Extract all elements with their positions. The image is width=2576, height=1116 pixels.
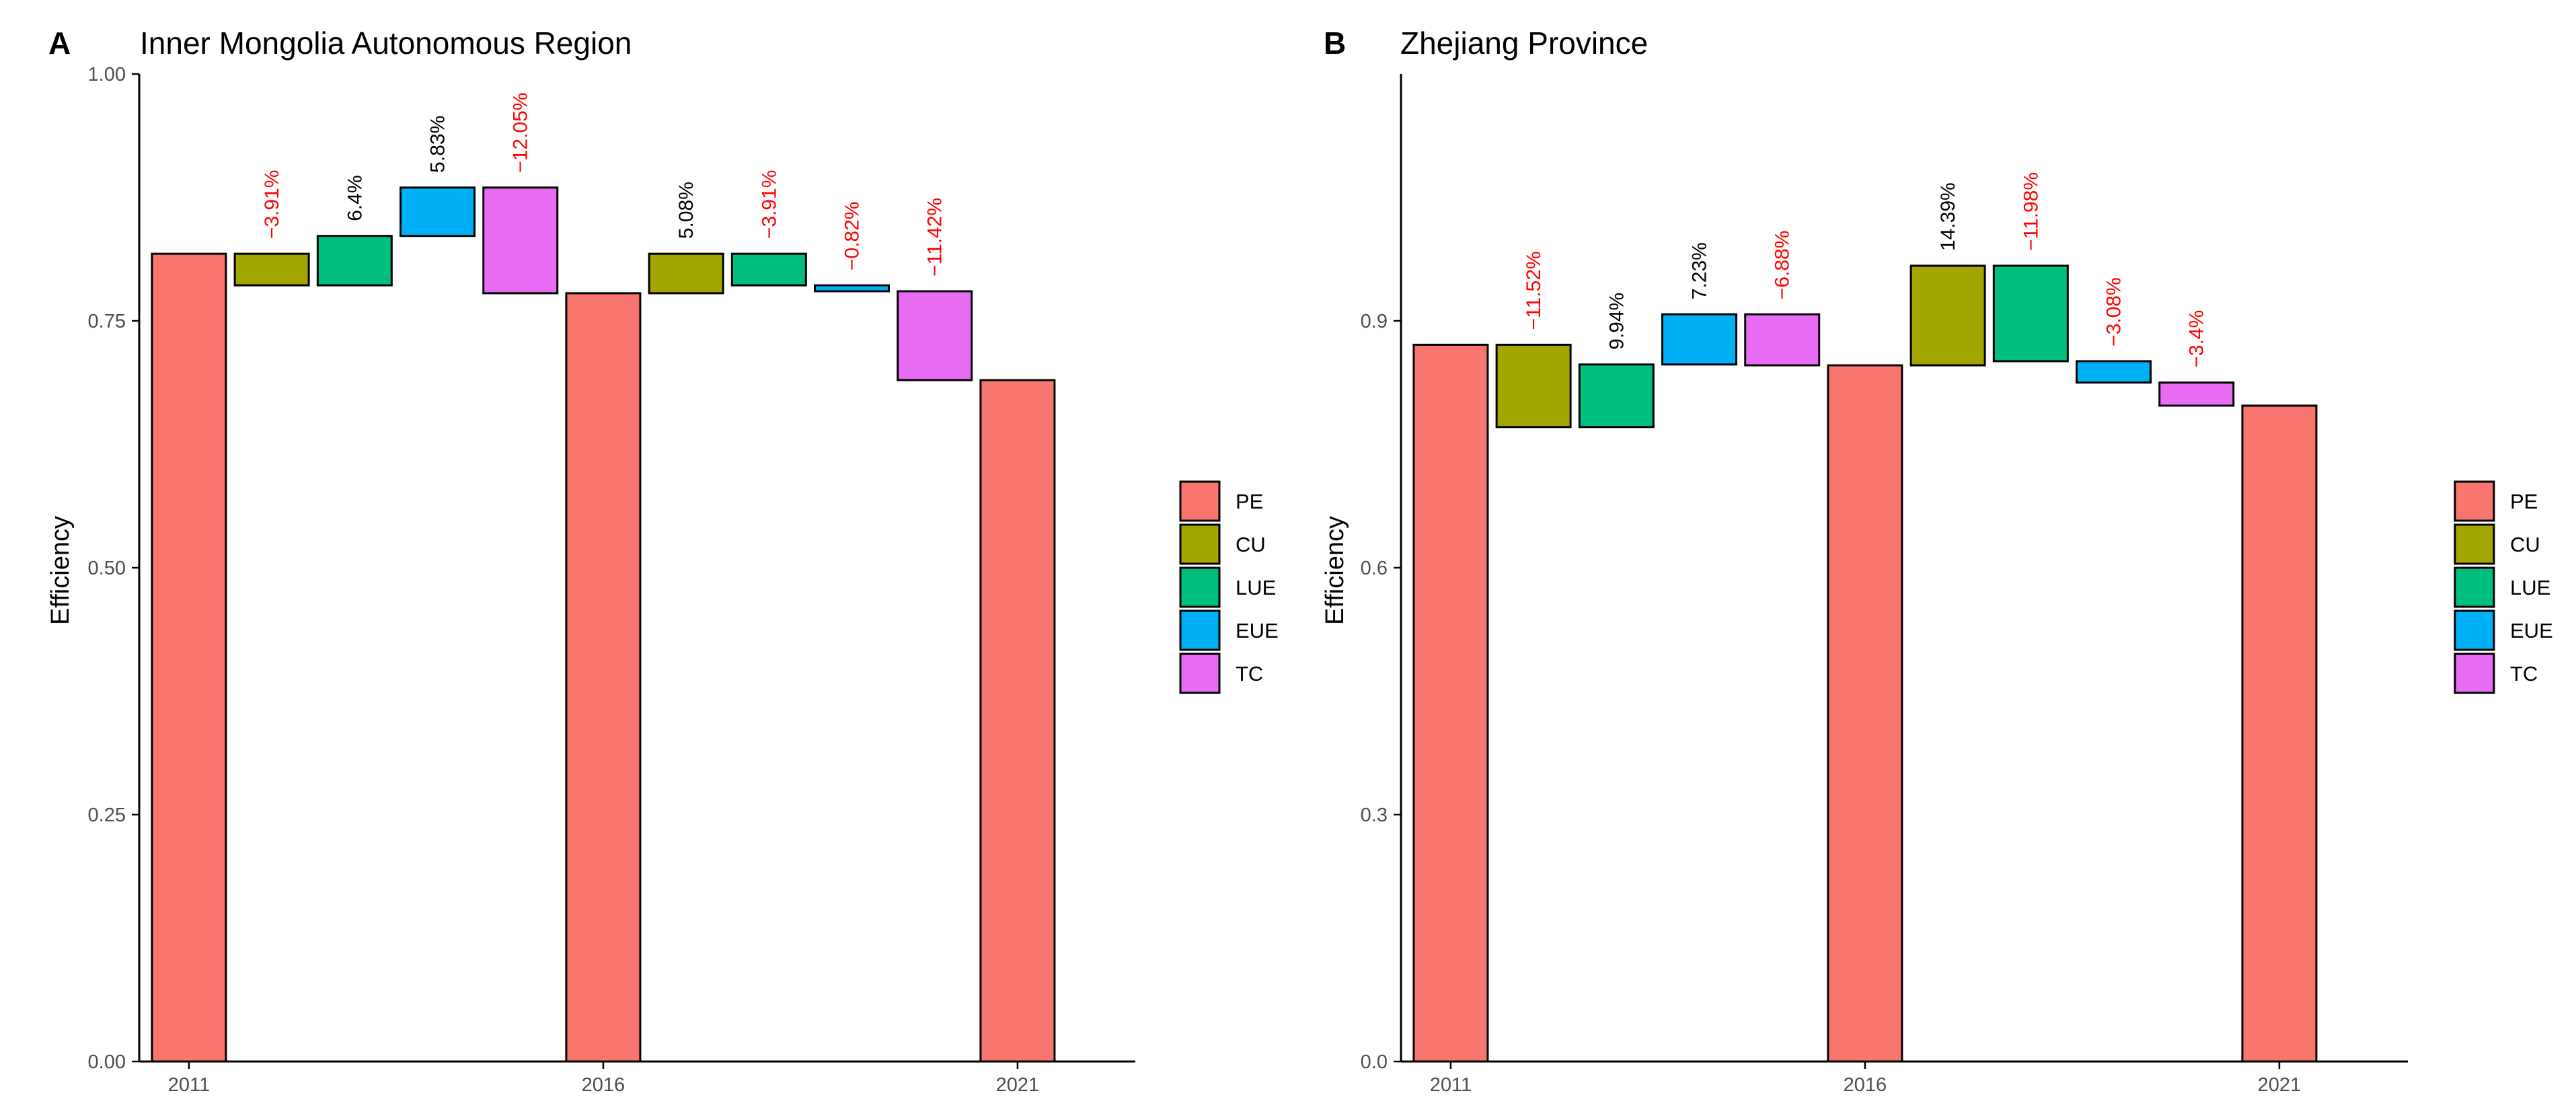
bar-lue-8 bbox=[1992, 264, 2069, 363]
legend-label-lue: LUE bbox=[1236, 576, 1276, 599]
bar-tc-5 bbox=[482, 186, 559, 295]
data-label-4: 5.83% bbox=[427, 116, 449, 173]
y-tick-label: 0.0 bbox=[1361, 1051, 1388, 1073]
legend-key-eue bbox=[2454, 609, 2495, 651]
bar-pe-11 bbox=[979, 379, 1056, 1063]
bar-cu-7 bbox=[648, 252, 724, 295]
panel-b: B Zhejiang Province Efficiency 0.0 0.3 0.6… bbox=[1321, 26, 2553, 1096]
y-axis-label-a: Efficiency bbox=[46, 516, 75, 625]
x-tick-label: 2016 bbox=[1844, 1074, 1887, 1096]
panel-letter-a: A bbox=[48, 26, 71, 61]
data-label-8: −11.98% bbox=[2020, 172, 2042, 251]
legend-key-pe bbox=[2454, 480, 2495, 522]
bar-lue-3 bbox=[1578, 363, 1655, 429]
legend-key-tc bbox=[2454, 653, 2495, 694]
data-label-9: −3.08% bbox=[2103, 277, 2125, 346]
panel-title-a: Inner Mongolia Autonomous Region bbox=[140, 26, 632, 61]
legend-key-lue bbox=[1179, 566, 1221, 608]
bar-lue-3 bbox=[316, 235, 393, 287]
y-tick-label: 0.75 bbox=[88, 311, 126, 332]
bar-pe-11 bbox=[2241, 404, 2318, 1063]
bar-cu-2 bbox=[233, 252, 310, 287]
x-tick-label: 2016 bbox=[582, 1074, 626, 1096]
legend-label-cu: CU bbox=[2510, 533, 2540, 556]
legend-label-cu: CU bbox=[1236, 533, 1266, 556]
panel-title-b: Zhejiang Province bbox=[1400, 26, 1648, 61]
x-tick-label: 2011 bbox=[1430, 1074, 1472, 1096]
panel-letter-b: B bbox=[1324, 26, 1346, 61]
data-label-9: −0.82% bbox=[841, 202, 864, 271]
bar-pe-1 bbox=[1412, 343, 1489, 1063]
legend-a: PE CU LUE EUE TC bbox=[1179, 480, 1279, 694]
x-tick-label: 2021 bbox=[2258, 1074, 2302, 1096]
legend-label-eue: EUE bbox=[2510, 619, 2553, 642]
legend-label-pe: PE bbox=[1236, 490, 1263, 513]
data-label-8: −3.91% bbox=[758, 170, 780, 239]
panel-a: A Inner Mongolia Autonomous Region Effic… bbox=[46, 26, 1279, 1096]
bar-tc-10 bbox=[2158, 381, 2235, 407]
legend-key-pe bbox=[1179, 480, 1221, 522]
plot-area-b: 0.0 0.3 0.6 0.9 2011 2016 2021 −11.52% 9.94% 7.23… bbox=[1361, 74, 2408, 1096]
legend-key-cu bbox=[1179, 523, 1221, 565]
bar-cu-2 bbox=[1495, 343, 1572, 429]
bar-pe-1 bbox=[151, 252, 227, 1063]
legend-label-lue: LUE bbox=[2510, 576, 2550, 599]
data-label-3: 6.4% bbox=[344, 175, 366, 221]
legend-label-pe: PE bbox=[2510, 490, 2538, 513]
legend-label-tc: TC bbox=[1236, 662, 1263, 685]
y-tick-label: 0.3 bbox=[1361, 805, 1388, 826]
data-label-4: 7.23% bbox=[1689, 242, 1711, 299]
y-tick-label: 0.00 bbox=[88, 1051, 126, 1073]
bar-eue-4 bbox=[1661, 313, 1738, 366]
legend-key-tc bbox=[1179, 653, 1221, 694]
bar-lue-8 bbox=[730, 252, 807, 287]
bar-pe-6 bbox=[565, 292, 642, 1063]
data-label-10: −11.42% bbox=[924, 198, 946, 276]
data-label-7: 5.08% bbox=[675, 182, 697, 239]
legend-key-cu bbox=[2454, 523, 2495, 565]
data-label-2: −3.91% bbox=[261, 170, 283, 239]
bar-eue-4 bbox=[400, 186, 476, 237]
y-tick-label: 0.25 bbox=[88, 805, 126, 826]
data-label-3: 9.94% bbox=[1605, 293, 1628, 350]
data-label-2: −11.52% bbox=[1523, 251, 1545, 330]
legend-key-lue bbox=[2454, 566, 2495, 608]
bar-eue-9 bbox=[2076, 360, 2152, 384]
data-label-10: −3.4% bbox=[2186, 310, 2208, 368]
x-tick-label: 2021 bbox=[996, 1074, 1040, 1096]
bar-tc-5 bbox=[1744, 313, 1821, 367]
x-tick-label: 2011 bbox=[168, 1074, 210, 1096]
y-tick-label: 0.6 bbox=[1361, 558, 1388, 579]
bar-cu-7 bbox=[1909, 264, 1986, 367]
y-tick-label: 1.00 bbox=[88, 64, 126, 85]
legend-key-eue bbox=[1179, 609, 1221, 651]
legend-b: PE CU LUE EUE TC bbox=[2454, 480, 2553, 694]
bar-pe-6 bbox=[1827, 364, 1903, 1063]
y-tick-label: 0.50 bbox=[88, 558, 126, 579]
bar-tc-10 bbox=[897, 290, 973, 381]
data-label-5: −12.05% bbox=[510, 93, 532, 173]
y-tick-label: 0.9 bbox=[1361, 311, 1388, 332]
bar-eue-9 bbox=[814, 284, 891, 293]
legend-label-eue: EUE bbox=[1236, 619, 1279, 642]
plot-area-a: 0.00 0.25 0.50 0.75 1.00 2011 2016 2021 −3.91% 6.… bbox=[88, 64, 1135, 1096]
legend-label-tc: TC bbox=[2510, 662, 2538, 685]
y-axis-label-b: Efficiency bbox=[1321, 516, 1349, 625]
data-label-5: −6.88% bbox=[1772, 231, 1794, 300]
data-label-7: 14.39% bbox=[1937, 182, 1959, 251]
